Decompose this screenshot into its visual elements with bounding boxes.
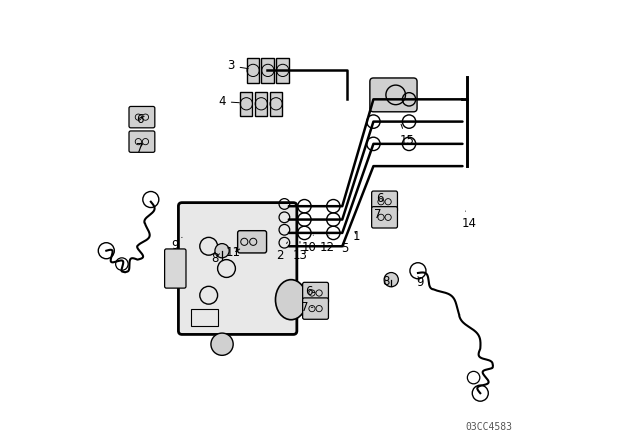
Text: 3: 3	[227, 60, 248, 73]
Text: 9: 9	[172, 237, 182, 252]
FancyBboxPatch shape	[303, 282, 328, 304]
FancyBboxPatch shape	[237, 231, 267, 253]
Circle shape	[211, 333, 233, 355]
FancyBboxPatch shape	[370, 78, 417, 112]
Text: 10: 10	[301, 235, 316, 254]
Text: 03CC4583: 03CC4583	[466, 422, 513, 431]
Bar	[191, 309, 218, 327]
FancyBboxPatch shape	[129, 131, 155, 152]
Text: 7: 7	[374, 208, 385, 221]
Text: 9: 9	[417, 276, 424, 289]
Text: 6: 6	[376, 192, 384, 205]
Text: 6: 6	[305, 285, 315, 298]
Text: 13: 13	[292, 241, 307, 262]
Circle shape	[384, 272, 398, 287]
Text: 1: 1	[353, 230, 360, 243]
FancyBboxPatch shape	[179, 202, 297, 334]
Bar	[276, 58, 289, 82]
FancyBboxPatch shape	[372, 207, 397, 228]
Text: 8: 8	[382, 276, 390, 289]
FancyBboxPatch shape	[303, 298, 328, 319]
Text: 2: 2	[276, 242, 287, 262]
Text: 4: 4	[218, 95, 239, 108]
FancyBboxPatch shape	[164, 249, 186, 288]
Bar	[246, 58, 259, 82]
FancyBboxPatch shape	[372, 191, 397, 212]
Text: 7: 7	[301, 301, 313, 314]
Text: 8: 8	[212, 252, 220, 265]
FancyBboxPatch shape	[129, 107, 155, 128]
Text: 14: 14	[461, 211, 477, 230]
Text: 6: 6	[136, 113, 144, 126]
Bar	[255, 91, 268, 116]
Text: 12: 12	[319, 235, 334, 254]
Text: 11: 11	[226, 246, 241, 259]
Text: 15: 15	[399, 124, 414, 147]
Circle shape	[215, 244, 229, 258]
Text: 7: 7	[136, 142, 143, 155]
Bar	[269, 91, 282, 116]
Ellipse shape	[275, 280, 307, 320]
Bar	[261, 58, 274, 82]
Text: 5: 5	[340, 240, 348, 255]
Bar	[240, 91, 252, 116]
